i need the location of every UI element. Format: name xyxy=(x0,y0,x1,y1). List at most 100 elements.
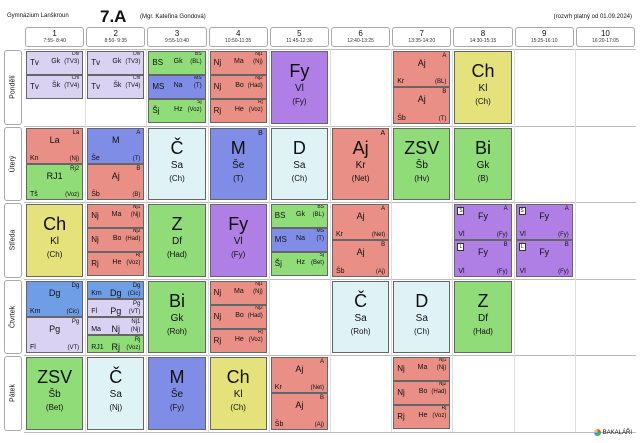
lesson-cell[interactable]: A Fy Vl (Fy) S xyxy=(515,204,573,241)
lesson-cell[interactable]: Pg Pg Fl (VT) xyxy=(26,316,84,353)
lesson-cell[interactable]: A Aj Kr (Net) xyxy=(332,127,390,200)
teacher: Sa xyxy=(354,312,367,324)
lesson-cell[interactable]: Chl Tv Šk (TV4) xyxy=(87,75,145,100)
lesson-cell[interactable]: Rj2 RJ1 Tš (Voz) xyxy=(26,163,84,200)
lesson-cell[interactable]: B M Še (T) xyxy=(209,127,267,200)
period-number: 5 xyxy=(297,29,302,38)
teacher: Šb xyxy=(91,191,100,198)
room-code: Chl xyxy=(132,75,141,82)
teacher: Gk xyxy=(296,211,305,218)
lesson-cell[interactable]: A Fy Vl (Fy) S xyxy=(454,204,512,241)
lesson-cell[interactable]: Nj2 Nj Bo (Had) xyxy=(87,228,145,253)
subject: Aj xyxy=(417,94,426,105)
lesson-cell[interactable]: Nj1 Nj Ma (Nj) xyxy=(209,51,267,76)
room-code: A xyxy=(319,359,324,365)
lesson-cell[interactable]: Rj Rj RJ1 (Voz) xyxy=(87,334,145,353)
lesson-cell[interactable]: BS BS Gk (BL) xyxy=(148,51,206,76)
lesson-cell[interactable]: B Fy Vl (Fy) L xyxy=(515,240,573,277)
subject: Fy xyxy=(228,214,249,234)
lesson-cell[interactable]: A Aj Kr (BL) xyxy=(393,51,451,88)
lesson-cell[interactable]: Rj Rj He (Voz) xyxy=(87,252,145,277)
teacher: Kr xyxy=(274,384,282,392)
lesson-cell[interactable]: Rj Rj He (Voz) xyxy=(393,405,451,430)
teacher: Šk xyxy=(52,82,61,90)
room-group: (Ch) xyxy=(46,250,63,259)
lesson-cell[interactable]: La La Kn (Nj) xyxy=(26,127,84,164)
lesson-cell[interactable]: Bi Gk (B) xyxy=(454,127,512,200)
period-number: 9 xyxy=(541,29,547,38)
teacher: Kr xyxy=(336,231,343,239)
lesson-cell[interactable]: Nj2 Nj Bo (Had) xyxy=(393,381,451,406)
lesson-cell[interactable]: Fy Vl (Fy) xyxy=(270,51,328,124)
lesson-cell[interactable]: Šj Šj Hz (Voz) xyxy=(148,99,206,124)
lesson-cell[interactable]: B Fy Vl (Fy) L xyxy=(454,240,512,277)
teacher: Kr xyxy=(355,159,366,171)
lesson-cell[interactable]: B Aj Šb (T) xyxy=(393,87,451,124)
subject: Šj xyxy=(152,106,160,116)
day-label: Úterý xyxy=(9,155,17,173)
teacher: Na xyxy=(296,235,305,243)
lesson-cell[interactable]: Šj Šj Hz (Bet) xyxy=(270,252,328,277)
lesson-cell[interactable]: D Sa (Ch) xyxy=(270,127,328,200)
lesson-cell[interactable]: Div Tv Gk (TV3) xyxy=(26,51,84,76)
lesson-cell[interactable]: M Še (Fy) xyxy=(148,357,206,430)
lesson-cell[interactable]: A Aj Kr (Net) xyxy=(332,204,390,241)
subject: Pg xyxy=(110,305,122,316)
room-group: (B) xyxy=(132,192,141,198)
lesson-cell[interactable]: Nj1 Nj Ma (Nj) xyxy=(393,357,451,382)
teacher: Vl xyxy=(233,236,243,247)
validity-note: (rozvrh platný od 01.09.2024) xyxy=(553,14,632,20)
lesson-cell[interactable]: ZSV Šb (Bet) xyxy=(26,357,84,430)
lesson-cell[interactable]: Chl Tv Šk (TV4) xyxy=(26,75,84,100)
lesson-cell[interactable]: Fy Vl (Fy) xyxy=(209,204,267,277)
lesson-cell[interactable]: A Aj Kr (Net) xyxy=(270,357,328,394)
lesson-cell[interactable]: Nj1 Nj Ma (Nj) xyxy=(87,316,145,335)
lesson-cell[interactable]: Div Tv Gk (TV3) xyxy=(87,51,145,76)
lesson-cell[interactable]: Ch Kl (Ch) xyxy=(454,51,512,124)
room-code: Div xyxy=(133,51,141,57)
room-group: (T) xyxy=(438,115,447,122)
teacher: He xyxy=(418,412,428,420)
room-group: (Had) xyxy=(472,326,493,336)
teacher: He xyxy=(234,106,244,114)
teacher: Gk xyxy=(51,58,61,65)
subject: MS xyxy=(152,82,165,92)
lesson-cell[interactable]: Rj Rj He (Voz) xyxy=(209,328,267,353)
lesson-cell[interactable]: Č Sa (Roh) xyxy=(332,280,390,353)
lesson-cell[interactable]: Z Df (Had) xyxy=(454,280,512,353)
room-code: A xyxy=(564,206,569,212)
period-time: 14:30-15:15 xyxy=(469,38,497,44)
lesson-cell[interactable]: Nj2 Nj Bo (Had) xyxy=(209,304,267,329)
lesson-cell[interactable]: Bi Gk (Roh) xyxy=(148,280,206,353)
lesson-cell[interactable]: Dg Dg Km (Cic) xyxy=(87,280,145,299)
lesson-cell[interactable]: B Aj Šb (Aj) xyxy=(332,240,390,277)
room-group: (Ch) xyxy=(475,97,491,106)
room-group: (T) xyxy=(132,155,141,162)
lesson-cell[interactable]: Rj Rj He (Voz) xyxy=(209,99,267,124)
room-group: (Voz) xyxy=(126,345,141,351)
lesson-cell[interactable]: Č Sa (Ch) xyxy=(148,127,206,200)
room-code: A xyxy=(136,129,141,136)
lesson-cell[interactable]: Nj1 Nj Ma (Nj) xyxy=(87,204,145,229)
lesson-cell[interactable]: D Sa (Ch) xyxy=(393,280,451,353)
lesson-cell[interactable]: MS MS Na (T) xyxy=(148,75,206,100)
lesson-cell[interactable]: Nj2 Nj Bo (Had) xyxy=(209,75,267,100)
lesson-cell[interactable]: Z Df (Had) xyxy=(148,204,206,277)
lesson-cell[interactable]: A M Še (T) xyxy=(87,127,145,164)
lesson-cell[interactable]: Dg Dg Km (Cic) xyxy=(26,280,84,317)
subject: Ch xyxy=(471,61,495,81)
room-group: (Net) xyxy=(371,232,386,239)
subject: M xyxy=(169,367,185,387)
lesson-cell[interactable]: B Aj Šb (Aj) xyxy=(270,393,328,430)
lesson-cell[interactable]: B Aj Šb (B) xyxy=(87,163,145,200)
lesson-cell[interactable]: Ch Kl (Ch) xyxy=(26,204,84,277)
period-header: 10 16:20-17:05 xyxy=(575,27,635,47)
lesson-cell[interactable]: Nj1 Nj Ma (Nj) xyxy=(209,280,267,305)
lesson-cell[interactable]: ZSV Šb (Hv) xyxy=(393,127,451,200)
lesson-cell[interactable]: Pg Pg Fl (VT) xyxy=(87,298,145,317)
lesson-cell[interactable]: Č Sa (Nj) xyxy=(87,357,145,430)
lesson-cell[interactable]: BS BS Gk (BL) xyxy=(270,204,328,229)
lesson-cell[interactable]: Ch Kl (Ch) xyxy=(209,357,267,430)
school-name: Gymnázium Lanškroun xyxy=(7,13,69,19)
lesson-cell[interactable]: MS MS Na (T) xyxy=(270,228,328,253)
